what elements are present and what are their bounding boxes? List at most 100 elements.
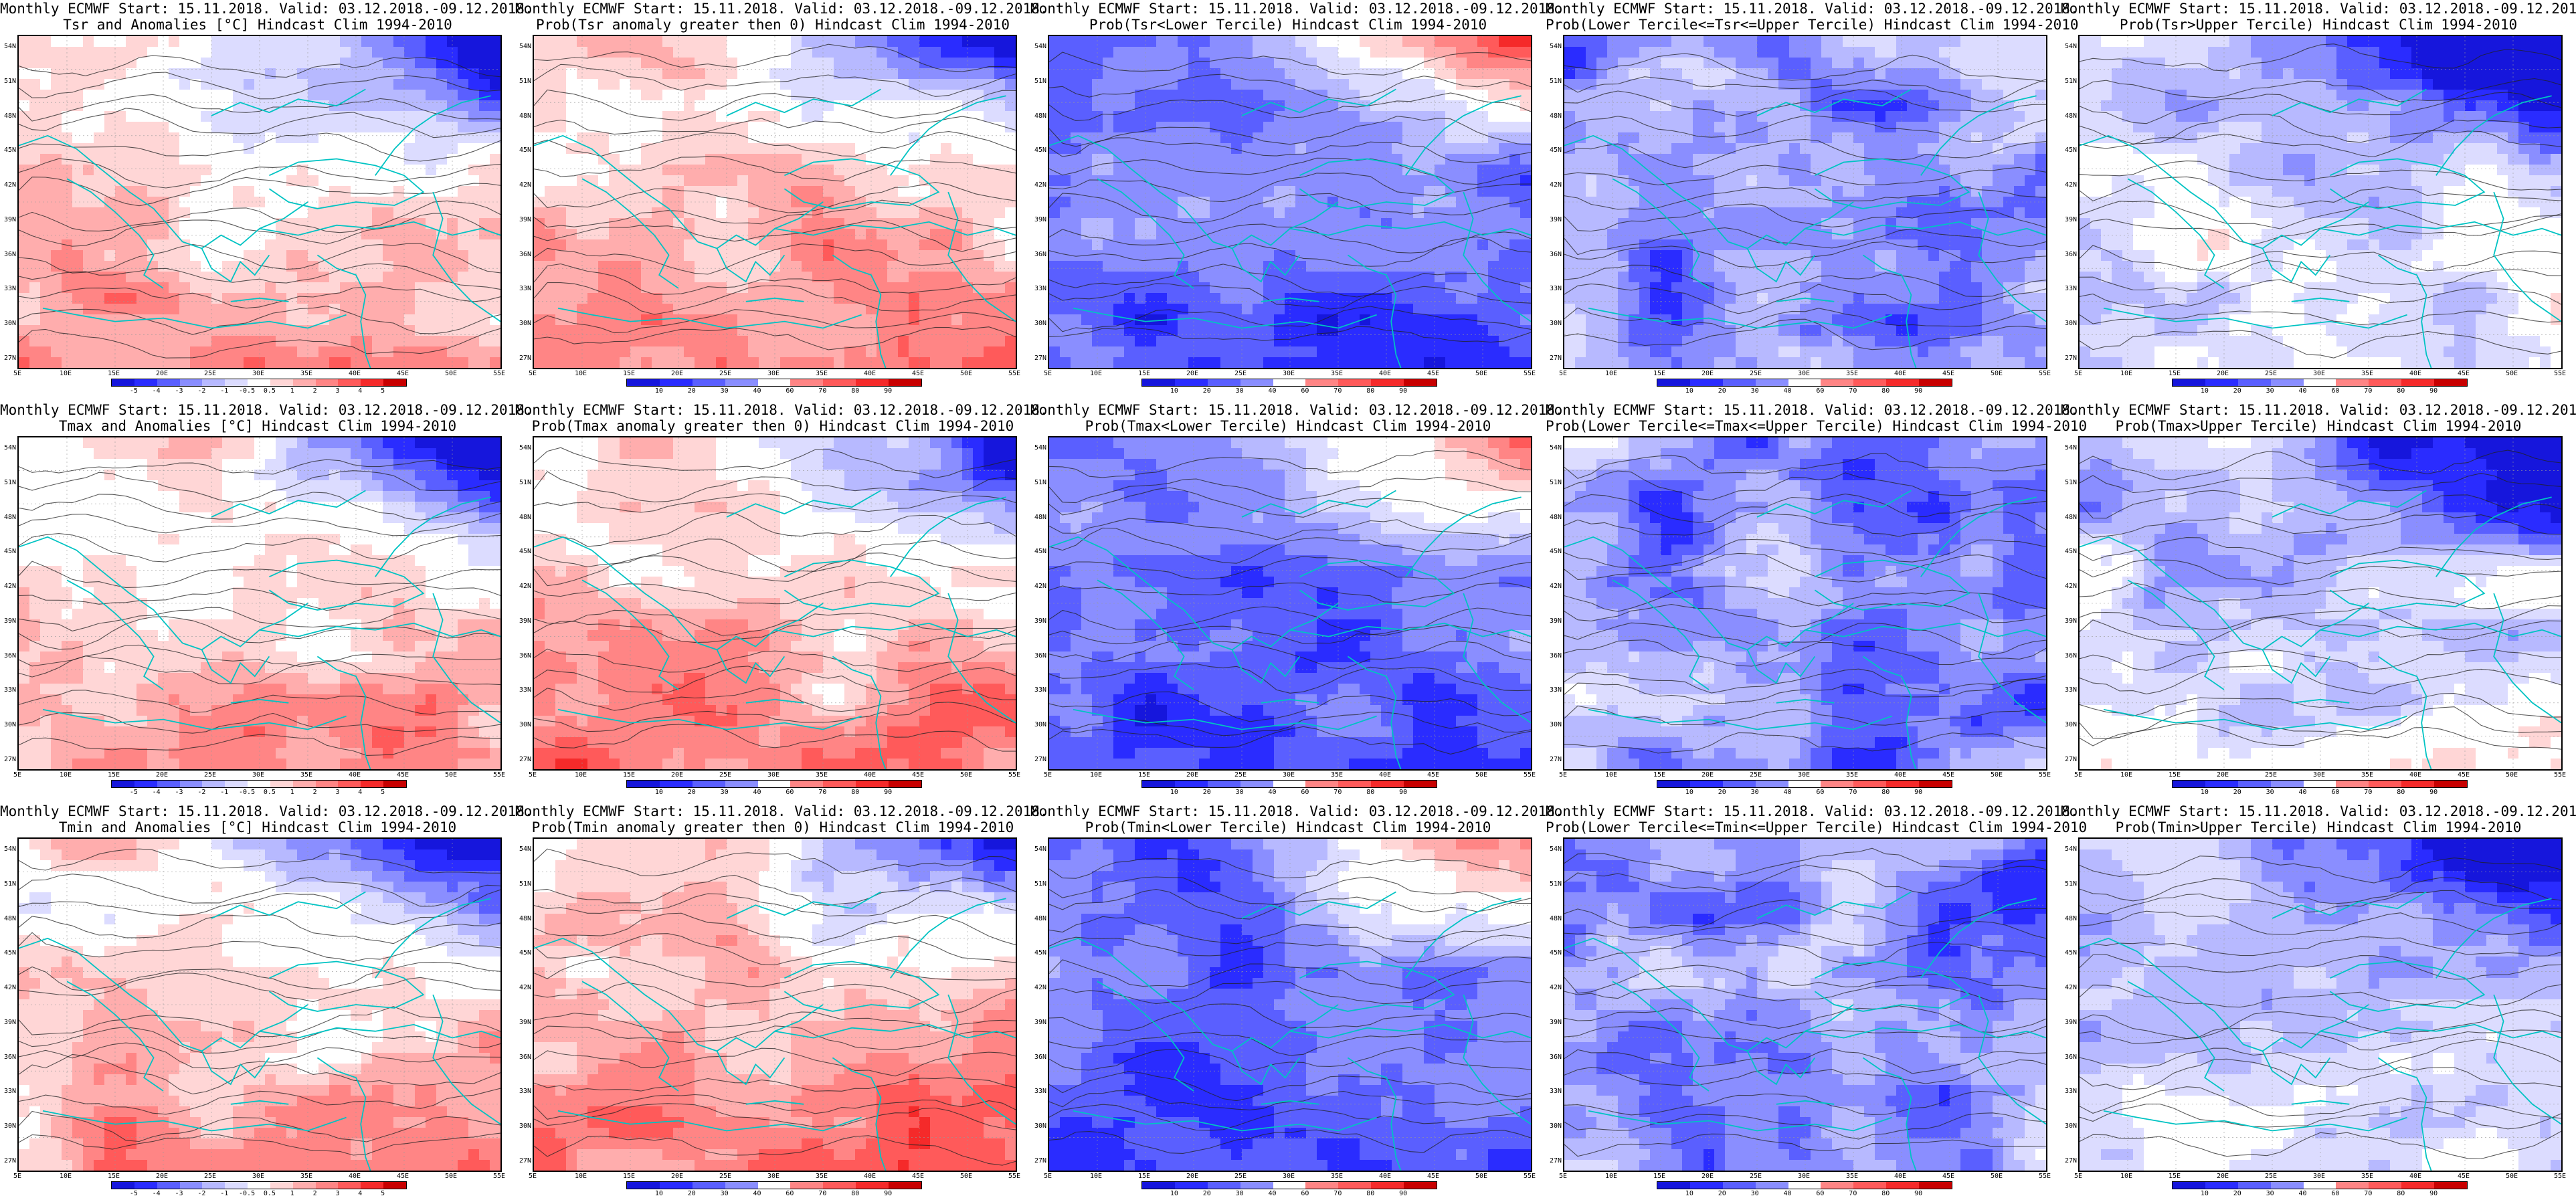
color-bar-label: 1: [282, 1190, 302, 1197]
longitude-label: 40E: [345, 1173, 365, 1180]
color-bar: [111, 780, 407, 788]
longitude-label: 45E: [1938, 370, 1958, 377]
map-area[interactable]: [2078, 837, 2563, 1172]
map-area[interactable]: [1563, 35, 2047, 369]
latitude-label: 45N: [0, 548, 16, 555]
color-bar-label: 20: [1197, 1190, 1217, 1197]
map-area[interactable]: [533, 35, 1017, 369]
map-area[interactable]: [17, 837, 502, 1172]
longitude-label: 55E: [2550, 771, 2570, 779]
color-bar-label: 30: [2260, 1190, 2280, 1197]
color-bar-segment: [725, 1182, 759, 1189]
map-area[interactable]: [1563, 837, 2047, 1172]
panel-subtitle: Prob(Tmax<Lower Tercile) Hindcast Clim 1…: [1030, 417, 1546, 435]
longitude-label: 5E: [1038, 771, 1058, 779]
color-bar-label: 80: [2391, 1190, 2411, 1197]
color-bar-label: 10: [1679, 1190, 1699, 1197]
color-bar: [1141, 1181, 1437, 1189]
color-bar-segment: [2434, 1182, 2468, 1189]
latitude-label: 30N: [1029, 721, 1046, 728]
latitude-label: 45N: [0, 146, 16, 154]
color-bar-segment: [1722, 379, 1756, 386]
latitude-label: 48N: [2059, 915, 2077, 922]
color-bar-segment: [270, 379, 294, 386]
map-area[interactable]: [17, 436, 502, 771]
map-panel: Monthly ECMWF Start: 15.11.2018. Valid: …: [515, 0, 1048, 401]
color-bar-label: 10: [649, 789, 669, 796]
color-bar-segment: [270, 1182, 294, 1189]
color-bar-segment: [179, 781, 203, 787]
longitude-label: 25E: [200, 771, 220, 779]
color-bar-label: 70: [1843, 387, 1863, 395]
color-bar-label: -1: [214, 1190, 234, 1197]
color-bar-segment: [248, 1182, 271, 1189]
map-area[interactable]: [1048, 837, 1532, 1172]
color-bar-segment: [383, 1182, 407, 1189]
latitude-label: 48N: [2059, 514, 2077, 521]
latitude-label: 39N: [2059, 1019, 2077, 1026]
latitude-label: 54N: [1029, 43, 1046, 50]
color-bar-segment: [856, 379, 889, 386]
color-bar-label: 3: [327, 1190, 347, 1197]
longitude-label: 55E: [1520, 1173, 1540, 1180]
longitude-label: 15E: [1649, 1173, 1669, 1180]
color-bar-label: 20: [1712, 1190, 1732, 1197]
latitude-label: 45N: [1544, 548, 1562, 555]
longitude-label: 55E: [489, 1173, 509, 1180]
longitude-label: 10E: [2116, 771, 2136, 779]
color-bar-label: 20: [682, 387, 702, 395]
color-bar-segment: [1273, 781, 1306, 787]
latitude-label: 42N: [1544, 984, 1562, 991]
color-bar-segment: [1788, 1182, 1821, 1189]
color-bar-segment: [2303, 379, 2336, 386]
color-bar-segment: [1371, 379, 1404, 386]
longitude-label: 40E: [860, 771, 880, 779]
latitude-label: 30N: [0, 320, 16, 327]
color-bar-label: 60: [1810, 387, 1830, 395]
latitude-label: 54N: [2059, 43, 2077, 50]
color-bar-label: 0.5: [260, 1190, 280, 1197]
color-bar-label: 0.5: [260, 789, 280, 796]
color-bar-segment: [112, 379, 135, 386]
latitude-label: 42N: [2059, 583, 2077, 590]
longitude-label: 35E: [812, 1173, 832, 1180]
map-area[interactable]: [2078, 35, 2563, 369]
latitude-label: 39N: [514, 1019, 531, 1026]
color-bar-segment: [627, 379, 660, 386]
color-bar-segment: [338, 379, 361, 386]
latitude-label: 33N: [0, 1088, 16, 1095]
latitude-label: 36N: [1544, 1054, 1562, 1061]
color-bar-segment: [315, 781, 339, 787]
map-area[interactable]: [1048, 436, 1532, 771]
longitude-label: 50E: [1987, 771, 2007, 779]
color-bar-label: 10: [649, 1190, 669, 1197]
longitude-label: 40E: [1375, 771, 1395, 779]
map-area[interactable]: [533, 837, 1017, 1172]
color-bar-segment: [383, 379, 407, 386]
map-area[interactable]: [17, 35, 502, 369]
map-area[interactable]: [2078, 436, 2563, 771]
map-area[interactable]: [1048, 35, 1532, 369]
color-bar-label: 40: [1263, 789, 1283, 796]
color-bar: [1657, 379, 1952, 387]
color-bar-segment: [2237, 379, 2272, 386]
color-bar-label: 80: [2391, 789, 2411, 796]
map-area[interactable]: [533, 436, 1017, 771]
longitude-label: 50E: [1471, 1173, 1491, 1180]
color-bar-segment: [725, 781, 759, 787]
color-bar-segment: [692, 379, 726, 386]
color-bar-segment: [202, 1182, 225, 1189]
color-bar-label: -5: [124, 387, 144, 395]
map-area[interactable]: [1563, 436, 2047, 771]
latitude-label: 30N: [514, 721, 531, 728]
latitude-label: 48N: [1544, 112, 1562, 120]
color-bar-label: -3: [169, 789, 189, 796]
longitude-label: 20E: [1697, 771, 1718, 779]
color-bar-label: -2: [191, 387, 211, 395]
color-bar-segment: [889, 379, 922, 386]
latitude-label: 45N: [2059, 949, 2077, 957]
longitude-label: 40E: [1890, 1173, 1910, 1180]
panel-subtitle: Prob(Tmin>Upper Tercile) Hindcast Clim 1…: [2061, 819, 2576, 836]
color-bar-label: 80: [1360, 789, 1380, 796]
color-bar: [1141, 379, 1437, 387]
